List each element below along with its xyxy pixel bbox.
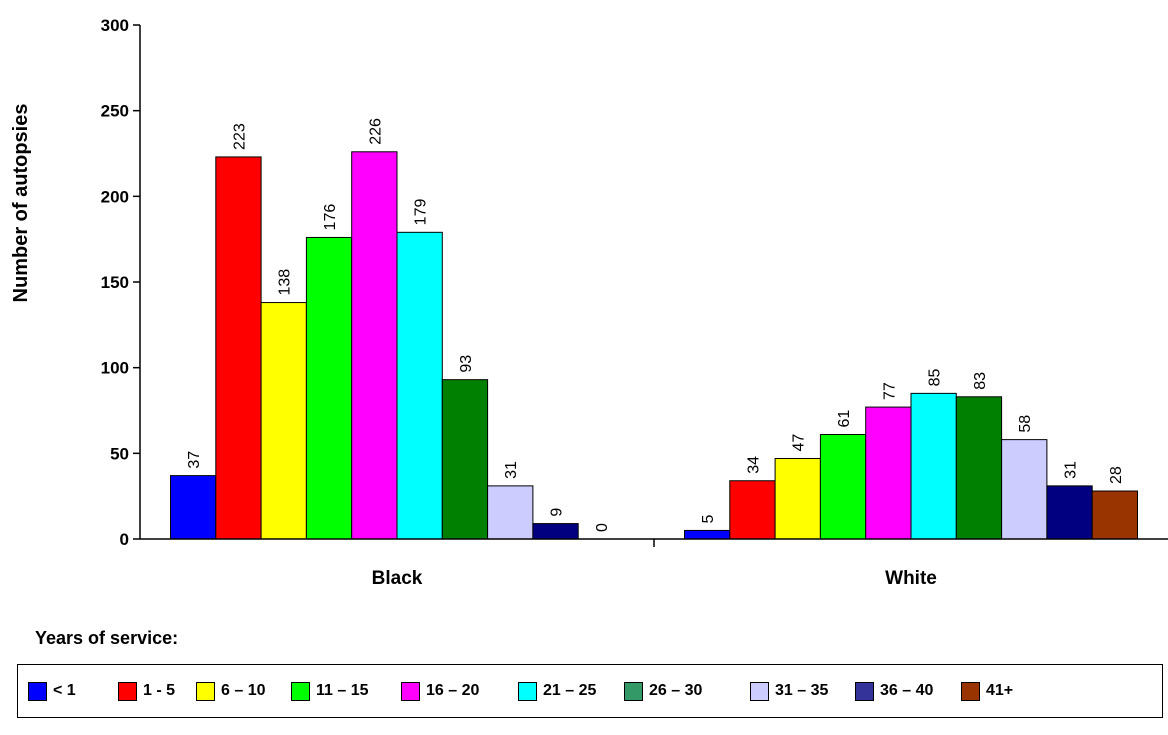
- data-label: 85: [927, 368, 944, 386]
- data-label: 83: [972, 372, 989, 390]
- y-tick-label: 200: [101, 187, 129, 206]
- y-tick-label: 150: [101, 273, 129, 292]
- bar: [215, 156, 262, 540]
- data-label: 31: [503, 461, 520, 479]
- legend-label: 36 – 40: [880, 682, 934, 699]
- bar: [441, 379, 489, 540]
- bar: [910, 392, 957, 540]
- data-label: 223: [231, 123, 248, 150]
- legend-item: 21 – 25: [518, 680, 596, 702]
- legend-item: 31 – 35: [750, 680, 828, 702]
- bar: [305, 236, 353, 540]
- data-label: 226: [367, 118, 384, 145]
- data-labels: 37 5 223 34 138 47 176 61 226 77 179 85 93 83 31 58 9 31 0…: [186, 118, 1125, 532]
- legend-item: 36 – 40: [855, 680, 933, 702]
- x-axis: Black White: [140, 538, 1168, 589]
- legend-item: 41+: [961, 680, 1013, 702]
- data-label: 61: [836, 410, 853, 428]
- legend-swatch: [961, 681, 980, 701]
- legend-swatch: [855, 681, 874, 701]
- data-label: 179: [413, 199, 430, 226]
- legend-label: 1 - 5: [143, 682, 176, 699]
- x-tick-label: White: [885, 568, 937, 589]
- bar: [774, 457, 821, 540]
- x-tick-label: Black: [372, 568, 423, 589]
- bar: [1046, 485, 1093, 540]
- legend-item: 11 – 15: [291, 680, 369, 702]
- legend-label: 26 – 30: [649, 682, 703, 699]
- bars: [170, 151, 1138, 540]
- data-label: 47: [791, 434, 808, 452]
- y-axis-ticks: 0 50 100 150 200 250 300: [101, 16, 141, 549]
- data-label: 28: [1108, 466, 1125, 484]
- data-label: 0: [594, 523, 611, 532]
- data-label: 138: [277, 269, 294, 296]
- data-label: 31: [1063, 461, 1080, 479]
- data-label: 9: [549, 508, 566, 517]
- legend-label: 21 – 25: [543, 682, 597, 699]
- bar: [260, 302, 307, 540]
- bar: [729, 480, 776, 540]
- y-tick-label: 100: [101, 359, 129, 378]
- legend-swatch: [518, 681, 537, 701]
- legend-item: < 1: [28, 680, 76, 702]
- bar: [170, 475, 217, 540]
- bar: [1091, 490, 1138, 540]
- data-label: 176: [322, 204, 339, 231]
- legend-swatch: [624, 681, 643, 701]
- legend-label: 41+: [986, 682, 1014, 699]
- y-tick-label: 300: [101, 16, 129, 35]
- bar: [955, 396, 1003, 540]
- legend-item: 6 – 10: [196, 680, 265, 702]
- bar: [396, 231, 443, 540]
- bar: [1001, 439, 1048, 540]
- bar: [865, 406, 912, 540]
- legend-item: 1 - 5: [118, 680, 175, 702]
- bar: [819, 433, 867, 540]
- legend-item: 16 – 20: [401, 680, 479, 702]
- legend-label: < 1: [53, 682, 76, 699]
- legend-label: 6 – 10: [221, 682, 266, 699]
- legend-label: 11 – 15: [316, 682, 369, 699]
- bar: [532, 523, 579, 540]
- legend-swatch: [196, 681, 215, 701]
- legend: < 1 1 - 5 6 – 10 11 – 15 16 – 20 21 – 25 26 – …: [17, 664, 1163, 718]
- legend-swatch: [28, 681, 47, 701]
- legend-title: Years of service:: [35, 628, 179, 648]
- data-label: 93: [458, 355, 475, 373]
- data-label: 34: [745, 456, 762, 474]
- data-label: 77: [881, 382, 898, 400]
- y-tick-label: 50: [110, 444, 129, 463]
- bar: [684, 529, 731, 540]
- legend-item: 26 – 30: [624, 680, 702, 702]
- legend-swatch: [291, 681, 310, 701]
- y-axis-title: Number of autopsies: [10, 104, 32, 303]
- legend-swatch: [118, 681, 137, 701]
- y-tick-label: 0: [120, 530, 129, 549]
- legend-label: 31 – 35: [775, 682, 829, 699]
- legend-swatch: [401, 681, 420, 701]
- legend-swatch: [750, 681, 769, 701]
- data-label: 5: [700, 514, 717, 523]
- y-tick-label: 250: [101, 102, 129, 121]
- bar: [487, 485, 534, 540]
- bar: [351, 151, 398, 540]
- legend-label: 16 – 20: [426, 682, 480, 699]
- data-label: 37: [186, 451, 203, 469]
- data-label: 58: [1017, 415, 1034, 433]
